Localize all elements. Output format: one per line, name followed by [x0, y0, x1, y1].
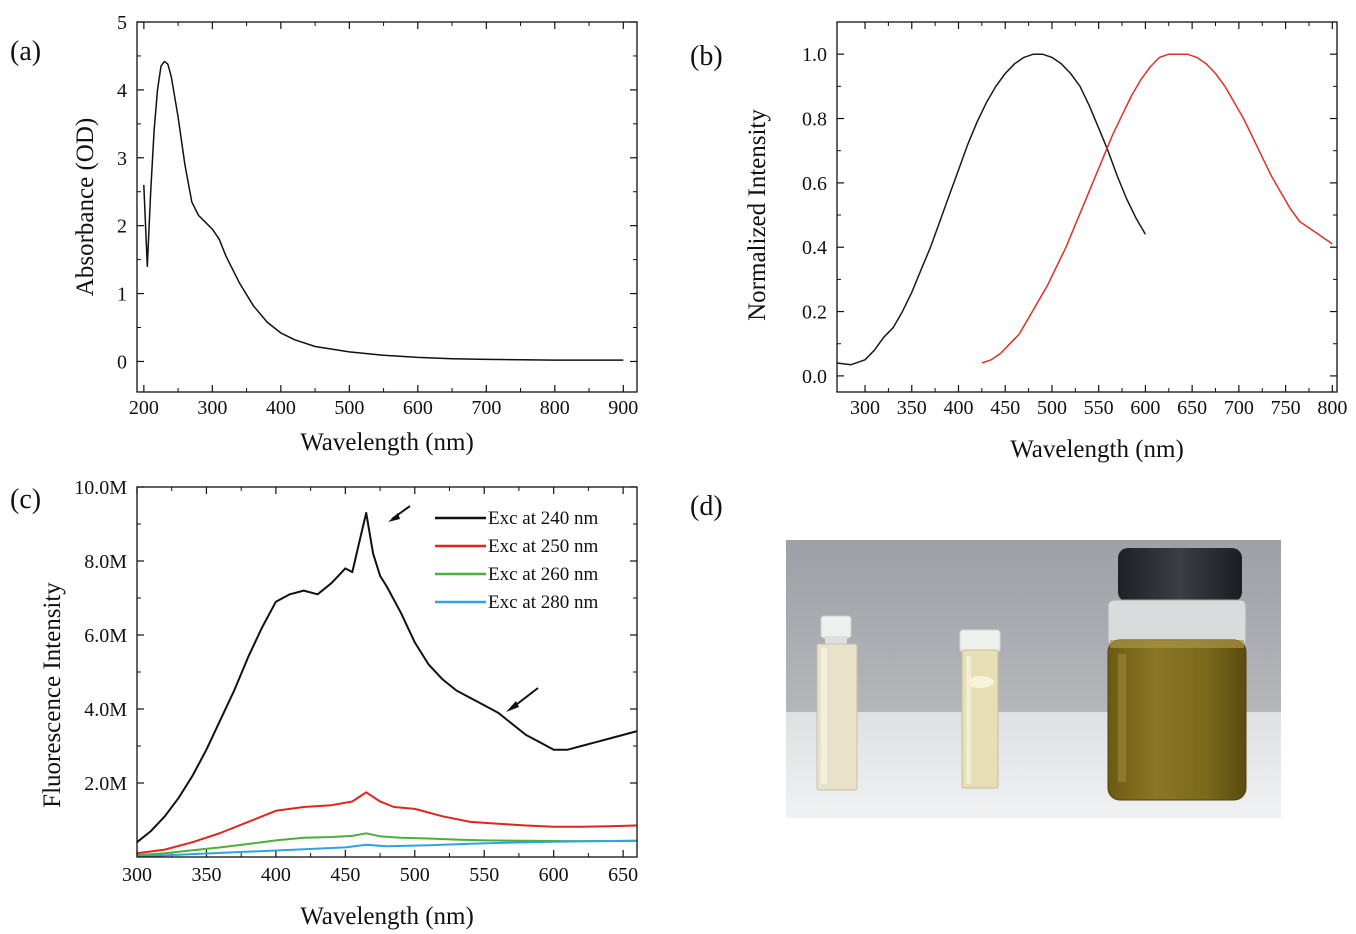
legend-entry-260: Exc at 260 nm — [435, 564, 599, 585]
chart-c-xtick-label: 350 — [191, 864, 221, 886]
chart-b-ytick-label: 1.0 — [802, 44, 827, 66]
chart-a-series — [143, 60, 624, 361]
chart-b-ytick-label: 0.0 — [802, 366, 827, 388]
chart-b-xtick-label: 350 — [897, 397, 927, 419]
chart-b-ytick-label: 0.8 — [802, 109, 827, 131]
chart-b-xtick-label: 700 — [1224, 397, 1254, 419]
chart-c-series-line-2 — [136, 832, 638, 857]
chart-a-xlabel: Wavelength (nm) — [300, 429, 474, 456]
panel-letter-a: (a) — [10, 36, 41, 67]
chart-b-series — [836, 53, 1333, 366]
jar-icon — [1107, 548, 1247, 801]
chart-a-ytick-label: 5 — [117, 12, 127, 34]
chart-c-ytick-label: 8.0M — [84, 551, 127, 573]
chart-a-ytick-label: 4 — [117, 80, 127, 102]
chart-b-xtick-label: 300 — [850, 397, 880, 419]
chart-b-xtick-label: 400 — [943, 397, 973, 419]
chart-a-ytick-label: 2 — [117, 216, 127, 238]
chart-a-ylabel: Absorbance (OD) — [72, 118, 99, 296]
chart-b-series-line-0 — [836, 53, 1147, 366]
legend-entry-280: Exc at 280 nm — [435, 592, 599, 613]
chart-c-ytick-label: 2.0M — [84, 773, 127, 795]
legend-label-280: Exc at 280 nm — [488, 592, 599, 613]
panel-letter-c: (c) — [10, 484, 41, 515]
chart-a: 200 300 400 500 600 700 800 900 0 1 2 3 4 5 Wavelengt… — [72, 12, 638, 456]
legend-entry-240: Exc at 240 nm — [435, 508, 599, 529]
chart-a-xtick-label: 600 — [403, 397, 433, 419]
chart-c: 300 350 400 450 500 550 600 650 2.0M 4.0M 6.0M 8.0M… — [39, 477, 638, 930]
middle-cuvette-icon — [959, 629, 1001, 789]
chart-b-ticks: 300 350 400 450 500 550 600 650 700 750 800 0.0 0.2 0… — [802, 22, 1347, 419]
chart-c-frame — [136, 486, 638, 858]
chart-b-xtick-label: 600 — [1130, 397, 1160, 419]
left-cuvette-icon — [816, 615, 858, 791]
chart-c-series — [136, 511, 638, 858]
chart-a-ytick-label: 1 — [117, 284, 127, 306]
chart-c-ytick-label: 4.0M — [84, 699, 127, 721]
chart-b-xtick-label: 450 — [990, 397, 1020, 419]
chart-a-xtick-label: 400 — [266, 397, 296, 419]
chart-a-ticks: 200 300 400 500 600 700 800 900 0 1 2 3 4 5 — [117, 12, 638, 419]
chart-b-ytick-label: 0.2 — [802, 302, 827, 324]
chart-c-xtick-label: 600 — [539, 864, 569, 886]
chart-b-xtick-label: 550 — [1084, 397, 1114, 419]
panel-letter-b: (b) — [690, 41, 723, 72]
chart-a-xtick-label: 200 — [129, 397, 159, 419]
chart-a-series-line-0 — [143, 60, 624, 361]
chart-b-ytick-label: 0.4 — [802, 237, 827, 259]
chart-b-frame — [836, 21, 1338, 393]
chart-a-xtick-label: 900 — [608, 397, 638, 419]
chart-a-xtick-label: 800 — [540, 397, 570, 419]
chart-c-series-line-0 — [136, 511, 638, 843]
chart-c-xtick-label: 550 — [469, 864, 499, 886]
chart-b-ylabel: Normalized Intensity — [744, 109, 771, 321]
chart-c-ylabel: Fluorescence Intensity — [39, 582, 66, 808]
chart-b-xtick-label: 650 — [1177, 397, 1207, 419]
legend-label-240: Exc at 240 nm — [488, 508, 599, 529]
chart-c-legend: Exc at 240 nm Exc at 250 nm Exc at 260 n… — [435, 508, 599, 613]
chart-c-ytick-label: 6.0M — [84, 625, 127, 647]
chart-c-series-line-1 — [136, 791, 638, 855]
chart-a-xtick-label: 500 — [334, 397, 364, 419]
chart-c-xtick-label: 400 — [261, 864, 291, 886]
chart-b-xtick-label: 500 — [1037, 397, 1067, 419]
chart-b: 300 350 400 450 500 550 600 650 700 750 800 0.0 0.2 0… — [744, 21, 1347, 463]
peak-arrow-icon — [388, 505, 411, 522]
chart-c-xlabel: Wavelength (nm) — [300, 903, 474, 930]
chart-c-ytick-label: 10.0M — [74, 477, 127, 499]
chart-a-xtick-label: 700 — [471, 397, 501, 419]
chart-b-xlabel: Wavelength (nm) — [1010, 436, 1184, 463]
chart-a-frame — [136, 21, 638, 393]
panel-letter-d: (d) — [690, 491, 723, 522]
photo-of-vials-icon — [786, 540, 1281, 818]
chart-b-ytick-label: 0.6 — [802, 173, 827, 195]
chart-c-xtick-label: 300 — [122, 864, 152, 886]
chart-a-ytick-label: 3 — [117, 148, 127, 170]
chart-b-xtick-label: 750 — [1271, 397, 1301, 419]
chart-c-series-line-3 — [136, 839, 638, 858]
legend-entry-250: Exc at 250 nm — [435, 536, 599, 557]
legend-label-250: Exc at 250 nm — [488, 536, 599, 557]
chart-c-ticks: 300 350 400 450 500 550 600 650 2.0M 4.0M 6.0M 8.0M… — [74, 477, 638, 886]
chart-c-xtick-label: 450 — [330, 864, 360, 886]
chart-a-ytick-label: 0 — [117, 351, 127, 373]
chart-c-xtick-label: 500 — [400, 864, 430, 886]
legend-label-260: Exc at 260 nm — [488, 564, 599, 585]
chart-c-xtick-label: 650 — [608, 864, 638, 886]
shoulder-arrow-icon — [506, 687, 539, 712]
chart-b-series-line-1 — [981, 53, 1333, 364]
chart-a-xtick-label: 300 — [197, 397, 227, 419]
chart-b-xtick-label: 800 — [1317, 397, 1347, 419]
